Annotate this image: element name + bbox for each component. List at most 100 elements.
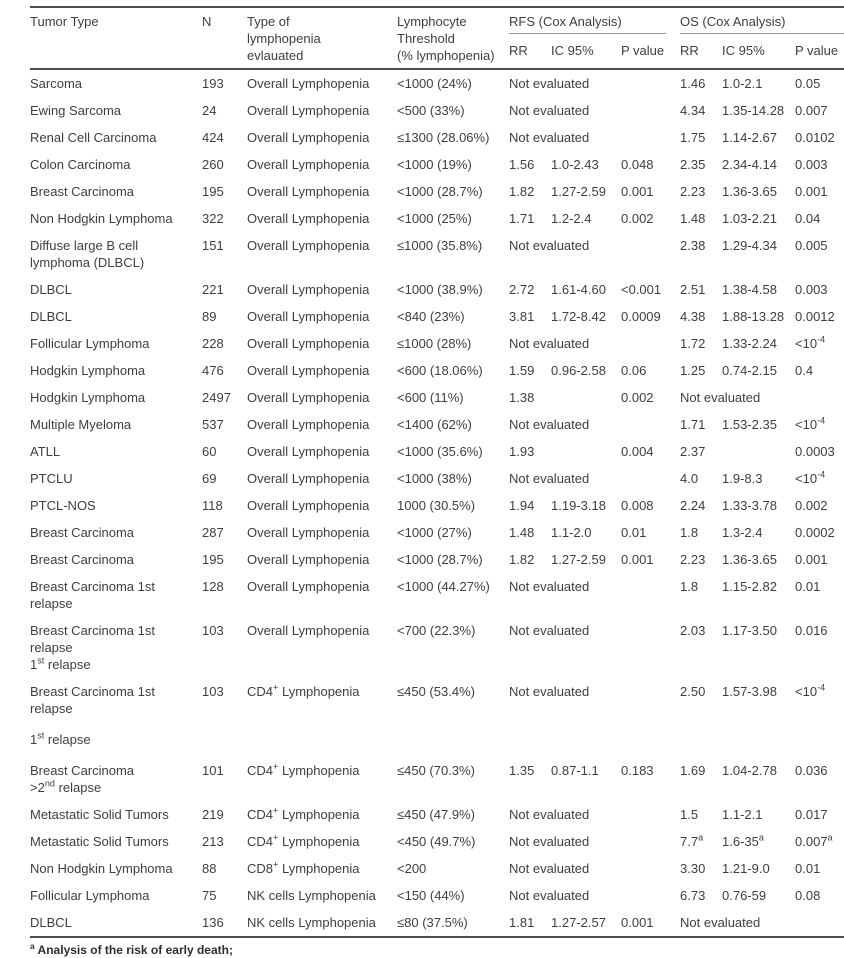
rfs-rr-cell: 1.38 (509, 390, 535, 405)
rfs-not-evaluated-cell: Not evaluated (509, 888, 590, 903)
rfs-rr-cell: 1.59 (509, 363, 535, 378)
os-pvalue-cell: 0.003 (795, 157, 828, 172)
column-header-n: N (202, 7, 247, 70)
os-ic95-cell: 1.3-2.4 (722, 525, 763, 540)
os-empty-cell (680, 722, 844, 757)
os-rr-cell: 1.71 (680, 417, 706, 432)
threshold-cell: <1000 (24%) (397, 76, 472, 91)
table-row: Breast Carcinoma >2nd relapse 101 CD4+ Lymp… (30, 757, 844, 801)
os-ic95-cell: 2.34-4.14 (722, 157, 777, 172)
rfs-rr-cell: 1.94 (509, 498, 535, 513)
table-row: Non Hodgkin Lymphoma 88 CD8+ Lymphopenia <2… (30, 855, 844, 882)
tumor-type-cell: Ewing Sarcoma (30, 103, 122, 118)
table-row: Breast Carcinoma 1st relapse 128 Overall L… (30, 573, 844, 617)
column-header-os-ic95: IC 95% (722, 36, 795, 71)
os-pvalue-cell: 0.001 (795, 184, 828, 199)
os-rr-cell: 4.38 (680, 309, 706, 324)
tumor-type-cell: Diffuse large B cell lymphoma (DLBCL) (30, 238, 145, 270)
rfs-not-evaluated-cell: Not evaluated (509, 684, 590, 699)
os-ic95-cell: 1.53-2.35 (722, 417, 777, 432)
table-row: Breast Carcinoma 195 Overall Lymphopenia <1… (30, 178, 844, 205)
lymphopenia-type-cell (247, 722, 397, 757)
n-cell (202, 722, 247, 757)
os-ic95-cell: 0.74-2.15 (722, 363, 777, 378)
os-pvalue-cell: <10-4 (795, 682, 826, 699)
tumor-type-cell: PTCLU (30, 471, 73, 486)
tumor-type-cell: Sarcoma (30, 76, 83, 91)
n-cell: 128 (202, 579, 224, 594)
rfs-pvalue-cell: 0.01 (621, 525, 647, 540)
column-header-os-rr: RR (680, 36, 722, 71)
os-pvalue-cell: 0.4 (795, 363, 814, 378)
os-ic95-cell: 1.36-3.65 (722, 184, 777, 199)
tumor-type-cell: Hodgkin Lymphoma (30, 363, 146, 378)
lymphopenia-type-cell: Overall Lymphopenia (247, 444, 370, 459)
threshold-cell: ≤1000 (28%) (397, 336, 472, 351)
tumor-type-cell: Breast Carcinoma (30, 552, 135, 567)
rfs-not-evaluated-cell: Not evaluated (509, 76, 590, 91)
rfs-pvalue-cell: 0.008 (621, 498, 654, 513)
os-pvalue-cell: 0.05 (795, 76, 821, 91)
os-rr-cell: 2.51 (680, 282, 706, 297)
tumor-type-cell: Metastatic Solid Tumors (30, 834, 169, 849)
os-pvalue-cell: 0.016 (795, 623, 828, 638)
os-rr-cell: 2.35 (680, 157, 706, 172)
os-group-label: OS (Cox Analysis) (680, 13, 844, 34)
threshold-cell: <1000 (28.7%) (397, 184, 483, 199)
threshold-cell: <700 (22.3%) (397, 623, 476, 638)
n-cell: 60 (202, 444, 217, 459)
lymphopenia-type-cell: Overall Lymphopenia (247, 471, 370, 486)
table-row: Non Hodgkin Lymphoma 322 Overall Lymphopen… (30, 205, 844, 232)
rfs-not-evaluated-cell: Not evaluated (509, 834, 590, 849)
lymphopenia-type-cell: Overall Lymphopenia (247, 130, 370, 145)
tumor-type-cell: Breast Carcinoma >2nd relapse (30, 763, 135, 795)
rfs-not-evaluated-cell: Not evaluated (509, 417, 590, 432)
table-row: DLBCL 221 Overall Lymphopenia <1000 (38.9%)… (30, 276, 844, 303)
lymphopenia-type-cell: Overall Lymphopenia (247, 417, 370, 432)
os-ic95-cell: 1.33-2.24 (722, 336, 777, 351)
tumor-type-cell: ATLL (30, 444, 61, 459)
lymphopenia-type-cell: Overall Lymphopenia (247, 363, 370, 378)
threshold-cell: <1000 (44.27%) (397, 579, 490, 594)
header-row-groups: Tumor Type N Type of lymphopenia evlauated… (30, 7, 844, 70)
table-row: Follicular Lymphoma 75 NK cells Lymphopeni… (30, 882, 844, 909)
lymphopenia-type-cell: NK cells Lymphopenia (247, 888, 376, 903)
table-row: PTCL-NOS 118 Overall Lymphopenia 1000 (30.5… (30, 492, 844, 519)
lymphopenia-type-cell: Overall Lymphopenia (247, 552, 370, 567)
os-ic95-cell: 1.04-2.78 (722, 763, 777, 778)
n-cell: 151 (202, 238, 224, 253)
rfs-ic95-cell: 1.19-3.18 (551, 498, 606, 513)
tumor-type-cell: Breast Carcinoma 1st relapse 1st relapse (30, 623, 155, 672)
os-rr-cell: 1.75 (680, 130, 706, 145)
rfs-pvalue-cell: 0.06 (621, 363, 647, 378)
column-header-lymphopenia-type: Type of lymphopenia evlauated (247, 7, 397, 70)
tumor-type-cell: Breast Carcinoma (30, 184, 135, 199)
rfs-group-label: RFS (Cox Analysis) (509, 13, 666, 34)
tumor-type-cell: PTCL-NOS (30, 498, 96, 513)
os-pvalue-cell: <10-4 (795, 334, 826, 351)
rfs-pvalue-cell: 0.001 (621, 552, 654, 567)
lymphopenia-type-cell: Overall Lymphopenia (247, 76, 370, 91)
os-rr-cell: 1.69 (680, 763, 706, 778)
rfs-empty-cell (509, 722, 680, 757)
clinical-table: Tumor Type N Type of lymphopenia evlauated… (30, 6, 844, 938)
table-header: Tumor Type N Type of lymphopenia evlauated… (30, 7, 844, 71)
lymphopenia-type-cell: CD4+ Lymphopenia (247, 761, 360, 778)
column-header-os-pvalue: P value (795, 36, 844, 71)
rfs-ic95-cell: 0.96-2.58 (551, 363, 606, 378)
table-row: 1st relapse (30, 722, 844, 757)
threshold-cell: ≤450 (70.3%) (397, 763, 475, 778)
os-rr-cell: 2.23 (680, 184, 706, 199)
rfs-pvalue-cell: 0.0009 (621, 309, 661, 324)
column-header-rfs-rr: RR (509, 36, 551, 71)
os-pvalue-cell: 0.036 (795, 763, 828, 778)
rfs-pvalue-cell: 0.001 (621, 184, 654, 199)
table-row: Renal Cell Carcinoma 424 Overall Lymphopen… (30, 124, 844, 151)
tumor-type-cell: Breast Carcinoma 1st relapse (30, 579, 155, 611)
tumor-type-cell: Breast Carcinoma 1st relapse (30, 684, 155, 716)
tumor-type-cell: Non Hodgkin Lymphoma (30, 211, 173, 226)
threshold-cell: <200 (397, 861, 427, 876)
rfs-pvalue-cell: 0.002 (621, 390, 654, 405)
threshold-cell: <1000 (38.9%) (397, 282, 483, 297)
